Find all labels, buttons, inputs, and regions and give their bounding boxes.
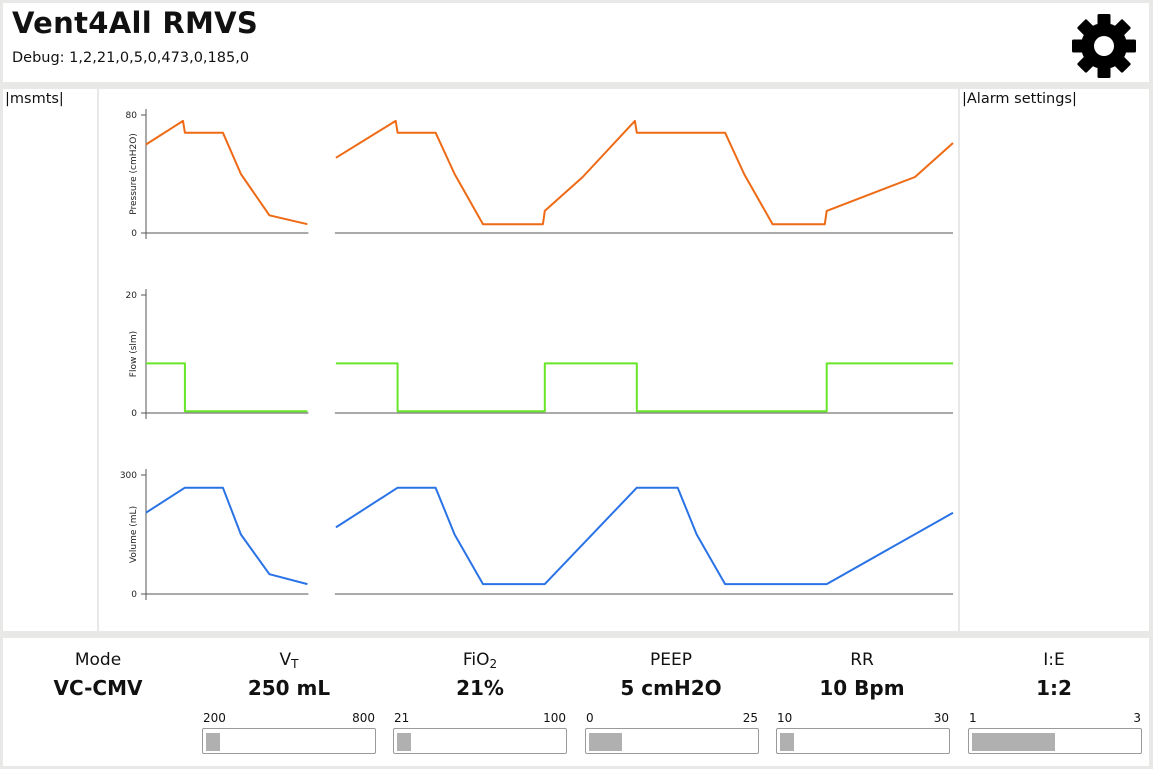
slider-fill [780, 733, 794, 751]
series-line [146, 362, 953, 413]
debug-readout: Debug: 1,2,21,0,5,0,473,0,185,0 [12, 50, 250, 66]
param-ie-value: 1:2 [1036, 676, 1072, 700]
sweep-gap [308, 107, 335, 239]
slider-min: 1 [969, 711, 977, 725]
slider-track[interactable] [202, 728, 376, 754]
alarm-settings-toggle[interactable]: |Alarm settings| [962, 91, 1077, 107]
gear-icon[interactable] [1071, 13, 1137, 79]
waveform-panel: 80 0 Pressure (cmH2O) 20 0 Flow (slm) 300 0 Volu… [99, 89, 958, 631]
y-tick-label: 0 [131, 409, 137, 419]
slider-min: 21 [394, 711, 410, 725]
measurements-panel: |msmts| [3, 89, 97, 631]
param-rr-label: RR [850, 650, 874, 670]
slider-track[interactable] [393, 728, 567, 754]
slider-fill [397, 733, 411, 751]
fio2-slider[interactable]: 21 100 [393, 711, 567, 757]
slider-track[interactable] [968, 728, 1142, 754]
app-title: Vent4All RMVS [12, 6, 259, 40]
gear-icon-svg [1072, 14, 1136, 78]
chart-0: 80 0 Pressure (cmH2O) [126, 107, 954, 239]
y-tick-label: 0 [131, 229, 137, 239]
param-rr-value: 10 Bpm [819, 676, 905, 700]
param-peep-value: 5 cmH2O [620, 676, 722, 700]
slider-track[interactable] [776, 728, 950, 754]
alarm-settings-panel: |Alarm settings| [960, 89, 1149, 631]
param-ie-label: I:E [1043, 650, 1065, 670]
slider-min: 0 [586, 711, 594, 725]
param-peep-label: PEEP [650, 650, 692, 670]
peep-slider[interactable]: 0 25 [585, 711, 759, 757]
tidal-volume-slider[interactable]: 200 800 [202, 711, 376, 757]
chart-2: 300 0 Volume (mL) [120, 467, 954, 600]
param-fio2-label: FiO2 [462, 650, 498, 671]
slider-max: 3 [1133, 711, 1141, 725]
y-axis-label: Volume (mL) [129, 506, 139, 563]
y-tick-label: 20 [126, 291, 138, 301]
y-tick-label: 80 [126, 111, 138, 121]
slider-max: 30 [933, 711, 949, 725]
slider-min: 200 [203, 711, 226, 725]
y-tick-label: 0 [131, 590, 137, 600]
param-mode-value: VC-CMV [53, 676, 143, 700]
parameter-bar: Mode VC-CMV VT 250 mL 200 800 FiO2 21% 2… [3, 638, 1149, 766]
series-line [145, 119, 954, 226]
slider-fill [206, 733, 220, 751]
param-tidal-volume-value: 250 mL [247, 676, 331, 700]
slider-max: 800 [352, 711, 375, 725]
slider-min: 10 [777, 711, 793, 725]
series-line [145, 486, 954, 586]
slider-fill [972, 733, 1055, 751]
y-axis-label: Flow (slm) [129, 331, 139, 377]
waveform-charts: 80 0 Pressure (cmH2O) 20 0 Flow (slm) 300 0 Volu… [120, 107, 954, 600]
ie-slider[interactable]: 1 3 [968, 711, 1142, 757]
header: Vent4All RMVS Debug: 1,2,21,0,5,0,473,0,… [3, 3, 1149, 82]
param-fio2-value: 21% [456, 676, 504, 700]
slider-track[interactable] [585, 728, 759, 754]
y-tick-label: 300 [120, 471, 137, 481]
sweep-gap [308, 467, 335, 600]
param-mode-label: Mode [74, 650, 122, 670]
slider-max: 25 [742, 711, 758, 725]
sweep-gap [308, 287, 335, 419]
slider-fill [589, 733, 622, 751]
slider-max: 100 [543, 711, 566, 725]
param-tidal-volume-label: VT [279, 650, 299, 671]
rr-slider[interactable]: 10 30 [776, 711, 950, 757]
y-axis-label: Pressure (cmH2O) [129, 133, 139, 215]
measurements-toggle[interactable]: |msmts| [5, 91, 64, 107]
chart-1: 20 0 Flow (slm) [126, 287, 953, 419]
